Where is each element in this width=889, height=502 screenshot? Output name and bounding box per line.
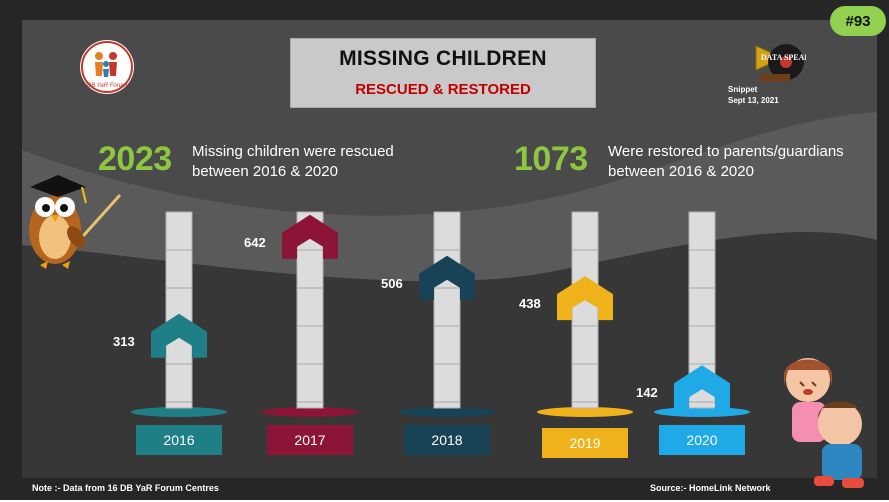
data-speaks-logo: DATA SPEAKS — [750, 40, 816, 86]
snippet-number-badge: #93 — [830, 6, 886, 36]
owl-teacher-icon — [29, 175, 122, 269]
page-subtitle: RESCUED & RESTORED — [355, 81, 531, 98]
bar-arrow-2017 — [282, 214, 338, 259]
bar-arrow-2019 — [557, 276, 613, 321]
value-label-2017: 642 — [244, 234, 266, 250]
footnote: Note :- Data from 16 DB YaR Forum Centre… — [32, 483, 219, 493]
svg-text:DATA SPEAKS: DATA SPEAKS — [761, 53, 806, 62]
owl-mascot — [20, 165, 125, 275]
svg-text:DB YaR Forum: DB YaR Forum — [87, 83, 127, 89]
restored-count: 1073 — [514, 140, 588, 178]
title-box: MISSING CHILDREN RESCUED & RESTORED — [290, 38, 596, 108]
restored-line-2: between 2016 & 2020 — [608, 163, 754, 180]
restored-line-1: Were restored to parents/guardians — [608, 143, 844, 160]
children-illustration — [770, 352, 885, 497]
family-logo-icon: DB YaR Forum — [81, 41, 133, 93]
value-label-2020: 142 — [636, 385, 658, 401]
snippet-date: Snippet Sept 13, 2021 — [728, 84, 779, 106]
rescued-line-2: between 2016 & 2020 — [192, 163, 338, 180]
year-label-2020: 2020 — [659, 425, 745, 455]
restored-description: Were restored to parents/guardians betwe… — [608, 142, 844, 182]
year-label-2017: 2017 — [267, 425, 353, 455]
source-note: Source:- HomeLink Network — [650, 483, 771, 493]
bar-column-2019 — [571, 211, 599, 409]
bar-base-2017 — [262, 407, 358, 417]
snippet-label: Snippet — [728, 85, 758, 94]
page-title: MISSING CHILDREN — [339, 47, 547, 70]
bar-column-2018 — [433, 211, 461, 409]
year-label-2019: 2019 — [542, 428, 628, 458]
bar-base-2018 — [399, 407, 495, 417]
value-label-2018: 506 — [381, 275, 403, 291]
value-label-2019: 438 — [519, 296, 541, 312]
year-label-2018: 2018 — [404, 425, 490, 455]
value-label-2016: 313 — [113, 333, 135, 349]
crying-children-icon — [784, 358, 864, 488]
rescued-description: Missing children were rescued between 20… — [192, 142, 394, 182]
bar-column-2017 — [296, 211, 324, 409]
bar-arrow-2018 — [419, 255, 475, 300]
snippet-date-value: Sept 13, 2021 — [728, 96, 779, 105]
bar-base-2016 — [131, 407, 227, 417]
year-label-2016: 2016 — [136, 425, 222, 455]
db-yar-forum-logo: DB YaR Forum — [80, 40, 134, 94]
bar-column-2016 — [165, 211, 193, 409]
bar-arrow-2020 — [674, 365, 730, 410]
bar-base-2019 — [537, 407, 633, 417]
chart-bars — [131, 211, 750, 417]
bar-base-2020 — [654, 407, 750, 417]
rescued-count: 2023 — [98, 140, 172, 178]
bar-arrow-2016 — [151, 313, 207, 358]
gramophone-icon: DATA SPEAKS — [755, 44, 816, 82]
rescued-line-1: Missing children were rescued — [192, 143, 394, 160]
